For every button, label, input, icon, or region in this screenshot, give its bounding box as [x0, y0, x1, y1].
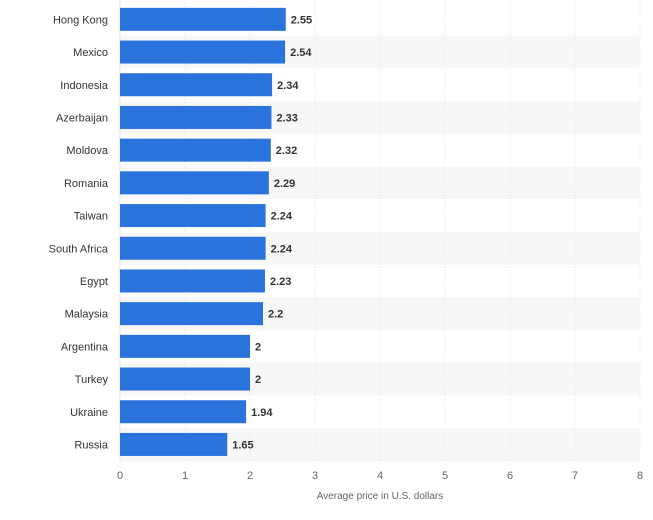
x-tick-label: 8	[637, 470, 643, 482]
value-label: 2.2	[268, 309, 283, 321]
x-axis-ticks: 0 1 2 3 4 5 6 7 8	[117, 470, 643, 482]
value-label: 2.55	[291, 14, 312, 26]
value-label: 2.23	[270, 276, 291, 288]
x-tick-label: 5	[442, 470, 448, 482]
value-label: 2	[255, 341, 261, 353]
category-label: Taiwan	[74, 211, 108, 223]
x-tick-label: 4	[377, 470, 383, 482]
x-tick-label: 3	[312, 470, 318, 482]
category-label: Egypt	[80, 276, 108, 288]
bar	[120, 40, 286, 64]
x-tick-label: 2	[247, 470, 253, 482]
bar	[120, 7, 286, 31]
bars-group	[120, 7, 286, 456]
x-axis-title: Average price in U.S. dollars	[317, 491, 444, 502]
category-label: Ukraine	[70, 407, 108, 419]
category-label: Turkey	[75, 374, 109, 386]
bar	[120, 367, 250, 391]
category-label: Mexico	[73, 47, 108, 59]
value-label: 2.34	[277, 80, 299, 92]
value-label: 2	[255, 374, 261, 386]
value-labels: 2.55 2.54 2.34 2.33 2.32 2.29 2.24 2.24 2.23 2.2 2…	[232, 14, 312, 451]
value-label: 2.29	[274, 178, 295, 190]
value-label: 2.24	[271, 211, 293, 223]
bar	[120, 400, 247, 424]
value-label: 2.32	[276, 145, 297, 157]
bar	[120, 105, 272, 129]
category-label: Argentina	[61, 341, 109, 353]
x-tick-label: 7	[572, 470, 578, 482]
bar	[120, 138, 271, 162]
bar	[120, 171, 269, 195]
x-tick-label: 1	[182, 470, 188, 482]
value-label: 1.65	[232, 439, 253, 451]
category-label: Indonesia	[60, 80, 109, 92]
value-label: 2.24	[271, 243, 293, 255]
category-label: Russia	[74, 439, 109, 451]
bar	[120, 302, 263, 326]
category-label: Azerbaijan	[56, 112, 108, 124]
bar	[120, 432, 228, 456]
value-label: 1.94	[251, 407, 273, 419]
bar	[120, 236, 266, 260]
value-label: 2.54	[290, 47, 312, 59]
category-label: Hong Kong	[53, 14, 108, 26]
bar	[120, 204, 266, 228]
bar	[120, 269, 265, 293]
x-tick-label: 0	[117, 470, 123, 482]
bar	[120, 334, 250, 358]
category-labels: Hong Kong Mexico Indonesia Azerbaijan Moldov…	[49, 14, 109, 451]
category-label: Moldova	[66, 145, 108, 157]
value-label: 2.33	[276, 112, 297, 124]
category-label: Malaysia	[65, 309, 109, 321]
x-tick-label: 6	[507, 470, 513, 482]
category-label: South Africa	[49, 243, 109, 255]
bar	[120, 73, 273, 97]
category-label: Romania	[64, 178, 109, 190]
